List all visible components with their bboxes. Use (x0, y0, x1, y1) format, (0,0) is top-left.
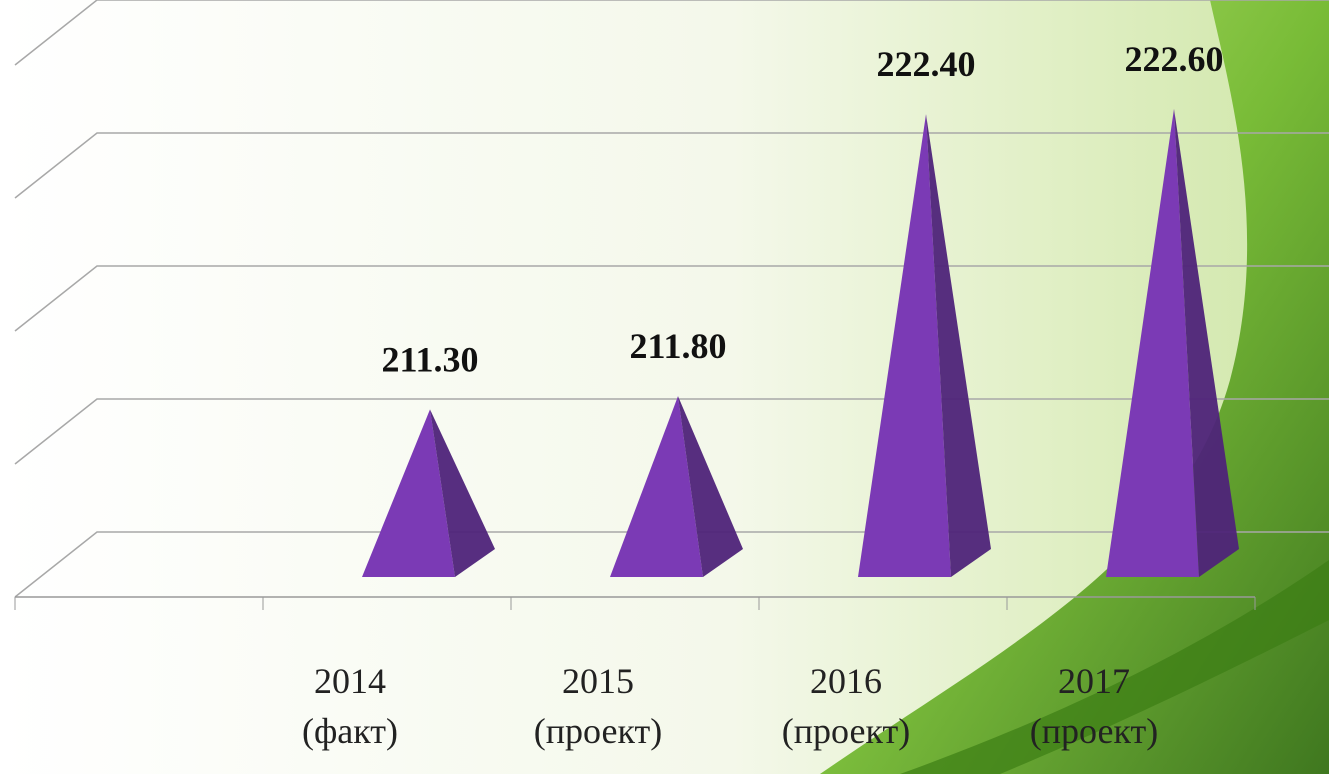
value-label: 211.80 (629, 326, 726, 366)
grid-line (14, 0, 1329, 66)
pyramid-side (926, 114, 991, 577)
pyramid-side (430, 409, 495, 577)
value-label: 211.30 (381, 339, 478, 379)
value-label: 222.40 (877, 44, 976, 84)
x-tick-label: 2015 (проект) (533, 661, 663, 751)
pyramid (362, 409, 495, 577)
pyramid (1106, 108, 1239, 577)
pyramid-front (610, 396, 703, 577)
pyramid-side (1174, 108, 1239, 577)
pyramid-side (678, 396, 743, 577)
x-tick-label: 2016 (проект) (781, 661, 911, 751)
x-tick-label: 2014 (факт) (301, 661, 399, 751)
grid-line (14, 132, 1329, 199)
x-tick-label: 2017 (проект) (1029, 661, 1159, 751)
pyramid (858, 114, 991, 577)
pyramid-front (858, 114, 951, 577)
pyramid-front (1106, 108, 1199, 577)
pyramid-front (362, 409, 455, 577)
decor-swoosh (820, 0, 1329, 774)
pyramid (610, 396, 743, 577)
value-label: 222.60 (1125, 39, 1224, 79)
